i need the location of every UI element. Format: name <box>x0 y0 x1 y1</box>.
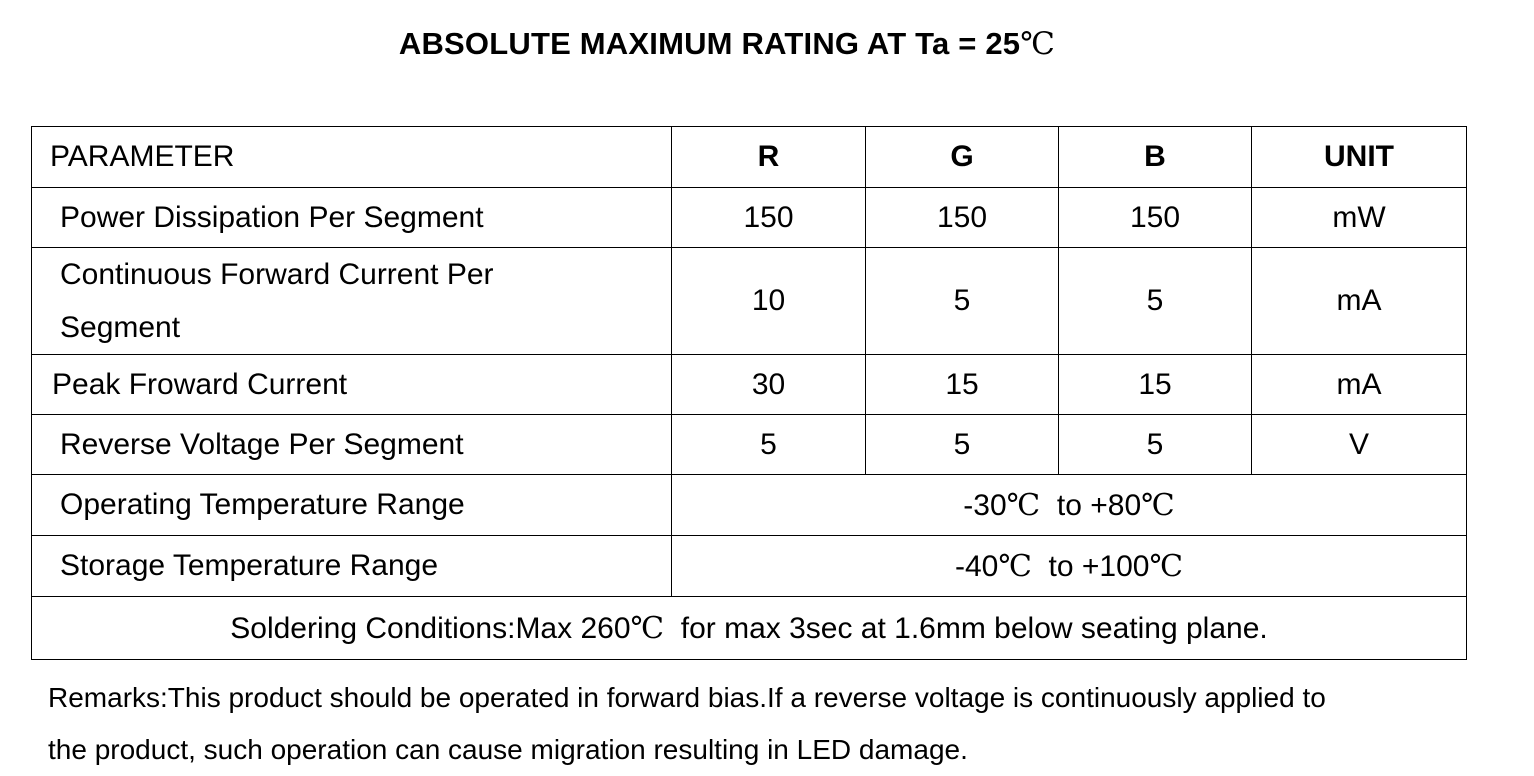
row-value-r: 150 <box>671 187 866 248</box>
operating-temp-parameter: Operating Temperature Range <box>31 474 672 536</box>
page-title: ABSOLUTE MAXIMUM RATING AT Ta = 25℃ <box>0 26 1454 62</box>
soldering-suffix: for max 3sec at 1.6mm below seating plan… <box>664 611 1268 645</box>
operating-temp-high: to +80 <box>1040 488 1142 522</box>
celsius-symbol: ℃ <box>630 610 665 646</box>
ratings-table: PARAMETER R G B UNIT Power Dissipation P… <box>31 126 1467 660</box>
celsius-symbol: ℃ <box>1020 26 1056 62</box>
header-b: B <box>1058 126 1252 188</box>
row-unit: mW <box>1251 187 1467 248</box>
storage-temp-low: -40 <box>954 549 999 583</box>
celsius-symbol: ℃ <box>1141 487 1175 523</box>
table-row: Power Dissipation Per Segment 150 150 15… <box>31 187 1467 248</box>
row-parameter: Power Dissipation Per Segment <box>31 187 672 248</box>
row-value-g: 150 <box>865 187 1059 248</box>
celsius-symbol: ℃ <box>1149 548 1184 584</box>
table-header-row: PARAMETER R G B UNIT <box>31 126 1467 188</box>
table-row: Reverse Voltage Per Segment 5 5 5 V <box>31 414 1467 475</box>
title-text: ABSOLUTE MAXIMUM RATING AT Ta = 25 <box>398 26 1021 61</box>
header-g: G <box>865 126 1059 188</box>
table-row: Operating Temperature Range -30℃ to +80℃ <box>31 474 1467 536</box>
header-unit: UNIT <box>1251 126 1467 188</box>
header-parameter: PARAMETER <box>31 126 672 188</box>
table-row: Peak Froward Current 30 15 15 mA <box>31 354 1467 415</box>
soldering-conditions: Soldering Conditions:Max 260℃ for max 3s… <box>31 596 1467 660</box>
row-value-b: 5 <box>1058 247 1252 355</box>
storage-temp-value: -40℃ to +100℃ <box>671 535 1467 597</box>
row-value-b: 5 <box>1058 414 1252 475</box>
row-value-r: 5 <box>671 414 866 475</box>
row-unit: mA <box>1251 354 1467 415</box>
operating-temp-low: -30 <box>963 488 1007 522</box>
row-parameter: Peak Froward Current <box>31 354 672 415</box>
row-value-g: 15 <box>865 354 1059 415</box>
table-row: Storage Temperature Range -40℃ to +100℃ <box>31 535 1467 597</box>
row-value-g: 5 <box>865 247 1059 355</box>
soldering-prefix: Soldering Conditions:Max 260 <box>230 611 631 645</box>
row-parameter: Reverse Voltage Per Segment <box>31 414 672 475</box>
storage-temp-high: to +100 <box>1031 549 1150 583</box>
celsius-symbol: ℃ <box>1006 487 1041 523</box>
table-row: Continuous Forward Current Per Segment 10… <box>31 247 1467 355</box>
celsius-symbol: ℃ <box>998 548 1032 584</box>
remarks-line2: the product, such operation can cause mi… <box>48 734 968 765</box>
operating-temp-value: -30℃ to +80℃ <box>671 474 1467 536</box>
row-value-r: 30 <box>671 354 866 415</box>
row-value-b: 15 <box>1058 354 1252 415</box>
row-parameter-line2: Segment <box>60 311 181 344</box>
row-value-r: 10 <box>671 247 866 355</box>
table-row: Soldering Conditions:Max 260℃ for max 3s… <box>31 596 1467 660</box>
remarks-line1: Remarks:This product should be operated … <box>48 682 1326 713</box>
remarks: Remarks:This product should be operated … <box>48 672 1488 776</box>
row-unit: mA <box>1251 247 1467 355</box>
row-value-g: 5 <box>865 414 1059 475</box>
row-value-b: 150 <box>1058 187 1252 248</box>
row-unit: V <box>1251 414 1467 475</box>
header-r: R <box>671 126 866 188</box>
storage-temp-parameter: Storage Temperature Range <box>31 535 672 597</box>
row-parameter: Continuous Forward Current Per Segment <box>31 247 672 355</box>
row-parameter-line1: Continuous Forward Current Per <box>60 258 494 291</box>
